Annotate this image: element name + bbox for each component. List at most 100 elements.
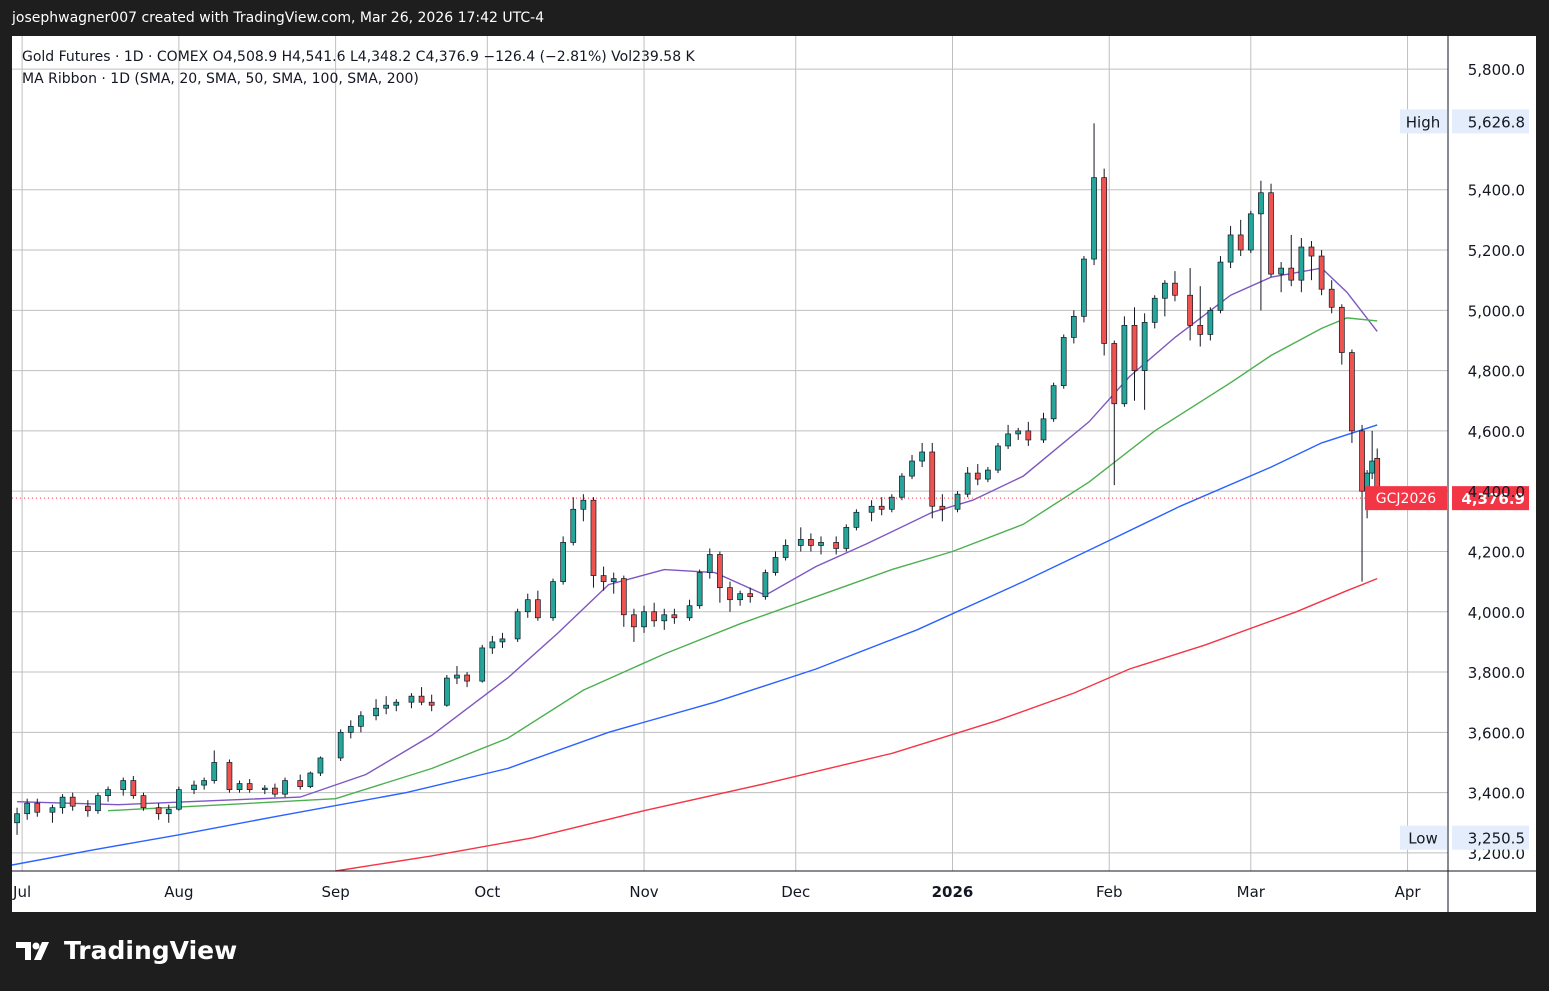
candle[interactable]: [105, 786, 111, 802]
candle[interactable]: [84, 800, 91, 817]
candle[interactable]: [974, 464, 981, 486]
candle[interactable]: [95, 792, 101, 814]
candle[interactable]: [1172, 271, 1178, 302]
candle[interactable]: [929, 442, 936, 519]
candle[interactable]: [1349, 349, 1355, 443]
candle[interactable]: [843, 524, 850, 552]
candle[interactable]: [686, 599, 693, 621]
candle[interactable]: [211, 750, 218, 784]
candle[interactable]: [964, 467, 971, 498]
candle[interactable]: [393, 699, 400, 712]
symbol-badge[interactable]: [1365, 486, 1447, 511]
candle[interactable]: [383, 696, 390, 715]
candle[interactable]: [747, 587, 754, 603]
candle[interactable]: [24, 798, 31, 820]
candle[interactable]: [737, 590, 743, 606]
candle[interactable]: [1278, 262, 1284, 293]
candle[interactable]: [282, 777, 288, 798]
candle[interactable]: [140, 792, 147, 811]
candle[interactable]: [1187, 268, 1193, 341]
candle[interactable]: [454, 666, 460, 685]
candle[interactable]: [995, 442, 1001, 474]
candle[interactable]: [797, 527, 804, 552]
candle[interactable]: [1070, 310, 1077, 344]
candle[interactable]: [1015, 427, 1022, 440]
candle[interactable]: [610, 572, 617, 594]
candle[interactable]: [985, 467, 991, 483]
candle[interactable]: [1060, 334, 1067, 389]
candle[interactable]: [317, 756, 324, 777]
candle[interactable]: [418, 687, 425, 706]
candle[interactable]: [535, 590, 541, 621]
candle[interactable]: [226, 759, 233, 793]
candle[interactable]: [1318, 250, 1325, 296]
candle[interactable]: [1308, 240, 1315, 281]
candle[interactable]: [373, 699, 379, 721]
candle[interactable]: [1288, 234, 1295, 287]
candle[interactable]: [428, 694, 435, 712]
candle[interactable]: [853, 509, 860, 531]
candle[interactable]: [782, 539, 789, 561]
candle[interactable]: [631, 608, 637, 642]
candle[interactable]: [954, 491, 961, 513]
candle[interactable]: [347, 720, 354, 739]
candle[interactable]: [706, 548, 713, 579]
candle[interactable]: [590, 497, 597, 588]
candle[interactable]: [1111, 340, 1118, 486]
candle[interactable]: [1328, 280, 1335, 314]
candle[interactable]: [550, 578, 556, 621]
candle[interactable]: [808, 533, 814, 552]
candle[interactable]: [479, 644, 486, 683]
candle[interactable]: [1268, 183, 1274, 278]
candle[interactable]: [1025, 421, 1032, 446]
candle[interactable]: [1197, 286, 1204, 347]
candle[interactable]: [524, 593, 531, 618]
candlestick-chart[interactable]: GCJ2026 4,376.9 3,200.03,400.03,600.03,80…: [12, 36, 1536, 912]
candle[interactable]: [1005, 424, 1011, 449]
candle[interactable]: [443, 675, 450, 707]
candle[interactable]: [1161, 280, 1168, 317]
candle[interactable]: [600, 566, 607, 591]
candle[interactable]: [307, 771, 314, 789]
candle[interactable]: [727, 581, 733, 612]
candle[interactable]: [1298, 237, 1305, 293]
tradingview-logo[interactable]: TradingView: [16, 936, 237, 965]
candle[interactable]: [1081, 256, 1087, 323]
candle[interactable]: [261, 785, 268, 795]
candle[interactable]: [130, 776, 137, 799]
candle[interactable]: [1338, 304, 1345, 365]
candle[interactable]: [246, 779, 253, 793]
candle[interactable]: [1237, 219, 1244, 257]
candle[interactable]: [888, 494, 895, 513]
candle[interactable]: [772, 551, 779, 576]
candle[interactable]: [570, 497, 577, 546]
candle[interactable]: [580, 494, 587, 522]
candle[interactable]: [14, 807, 20, 835]
candle[interactable]: [1101, 168, 1108, 356]
candle[interactable]: [337, 729, 344, 761]
candle[interactable]: [909, 455, 915, 480]
candle[interactable]: [34, 798, 41, 817]
candle[interactable]: [297, 774, 304, 790]
symbol-legend[interactable]: Gold Futures · 1D · COMEX O4,508.9 H4,54…: [22, 49, 695, 65]
candle[interactable]: [1151, 295, 1158, 329]
candle[interactable]: [1258, 180, 1264, 311]
candle[interactable]: [69, 792, 76, 811]
candle[interactable]: [696, 569, 703, 609]
candle[interactable]: [489, 635, 496, 654]
candle[interactable]: [899, 473, 905, 501]
candle[interactable]: [560, 536, 566, 585]
candle[interactable]: [408, 693, 415, 709]
candle[interactable]: [1040, 412, 1047, 443]
candle[interactable]: [1369, 430, 1376, 480]
candle[interactable]: [155, 803, 162, 820]
candle[interactable]: [201, 777, 207, 790]
candle[interactable]: [1227, 225, 1234, 269]
candle[interactable]: [499, 632, 506, 648]
candle[interactable]: [1141, 313, 1148, 410]
candle[interactable]: [762, 569, 769, 600]
candle[interactable]: [1091, 123, 1097, 266]
candle[interactable]: [878, 497, 885, 516]
candle[interactable]: [1050, 382, 1057, 422]
candle[interactable]: [272, 783, 278, 798]
